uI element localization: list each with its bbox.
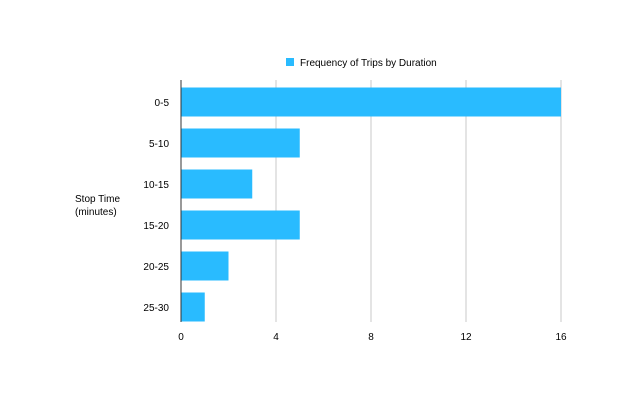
x-tick-label: 0 bbox=[178, 332, 184, 343]
y-tick-labels: 0-5 5-10 10-15 15-20 20-25 25-30 bbox=[143, 98, 169, 314]
bar-0-5 bbox=[181, 87, 561, 117]
bar-5-10 bbox=[181, 128, 300, 158]
y-axis-title: Stop Time (minutes) bbox=[75, 194, 120, 218]
y-tick-label: 10-15 bbox=[143, 180, 169, 191]
y-axis-title-line-1: Stop Time bbox=[75, 194, 120, 205]
y-tick-label: 15-20 bbox=[143, 221, 169, 232]
legend-label: Frequency of Trips by Duration bbox=[300, 58, 437, 69]
x-tick-label: 12 bbox=[460, 332, 472, 343]
legend-swatch bbox=[286, 58, 294, 66]
x-tick-labels: 0 4 8 12 16 bbox=[178, 332, 567, 343]
bar-20-25 bbox=[181, 251, 229, 281]
bar-15-20 bbox=[181, 210, 300, 240]
bar-25-30 bbox=[181, 292, 205, 322]
y-tick-label: 25-30 bbox=[143, 303, 169, 314]
legend: Frequency of Trips by Duration bbox=[286, 58, 437, 69]
gridlines bbox=[275, 80, 562, 322]
x-tick-label: 4 bbox=[273, 332, 279, 343]
y-axis-title-line-2: (minutes) bbox=[75, 207, 117, 218]
y-tick-label: 5-10 bbox=[149, 139, 169, 150]
bars bbox=[181, 87, 561, 322]
x-tick-label: 8 bbox=[368, 332, 374, 343]
y-tick-label: 20-25 bbox=[143, 262, 169, 273]
y-tick-label: 0-5 bbox=[155, 98, 170, 109]
bar-10-15 bbox=[181, 169, 253, 199]
x-tick-label: 16 bbox=[555, 332, 567, 343]
